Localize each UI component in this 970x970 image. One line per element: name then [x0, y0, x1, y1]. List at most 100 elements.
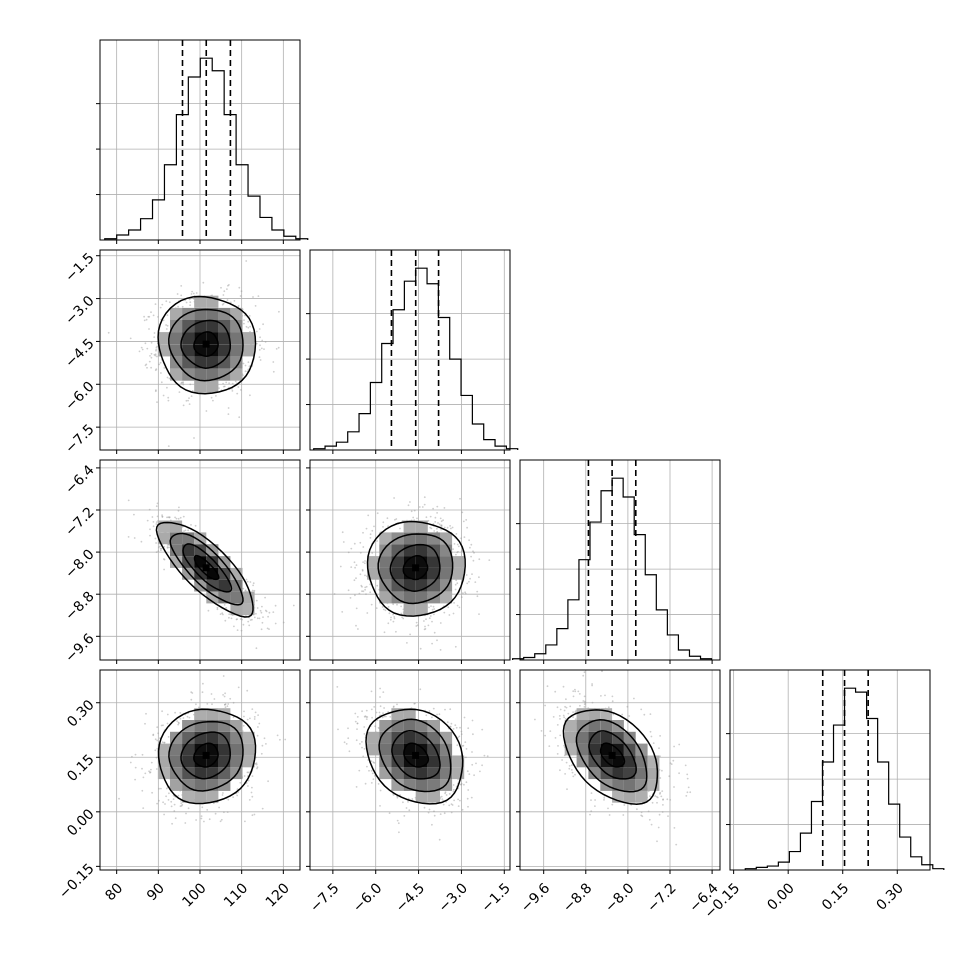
- sample-point: [393, 497, 395, 499]
- sample-point: [457, 605, 459, 607]
- sample-point: [149, 528, 151, 530]
- density-cell: [416, 779, 428, 791]
- sample-point: [473, 774, 475, 776]
- sample-point: [574, 689, 576, 691]
- sample-point: [161, 516, 163, 518]
- sample-point: [350, 597, 352, 599]
- sample-point: [167, 314, 169, 316]
- sample-point: [361, 710, 363, 712]
- sample-point: [573, 696, 575, 698]
- sample-point: [224, 696, 226, 698]
- sample-point: [168, 792, 170, 794]
- sample-point: [402, 618, 404, 620]
- sample-point: [257, 617, 259, 619]
- sample-point: [203, 821, 205, 823]
- sample-point: [233, 626, 235, 628]
- sample-point: [265, 341, 267, 343]
- sample-point: [357, 723, 359, 725]
- sample-point: [247, 772, 249, 774]
- sample-point: [160, 372, 162, 374]
- sample-point: [392, 603, 394, 605]
- sample-point: [176, 720, 178, 722]
- density-cell: [452, 556, 464, 568]
- density-cell: [624, 732, 636, 744]
- sample-point: [355, 577, 357, 579]
- sample-point: [201, 818, 203, 820]
- sample-point: [382, 712, 384, 714]
- sample-point: [187, 400, 189, 402]
- sample-point: [688, 787, 690, 789]
- sample-point: [162, 741, 164, 743]
- sample-point: [343, 541, 345, 543]
- sample-point: [268, 628, 270, 630]
- sample-point: [370, 537, 372, 539]
- sample-point: [354, 543, 356, 545]
- sample-point: [572, 776, 574, 778]
- sample-point: [233, 702, 235, 704]
- sample-point: [382, 717, 384, 719]
- sample-point: [424, 496, 426, 498]
- sample-point: [186, 400, 188, 402]
- sample-point: [466, 748, 468, 750]
- sample-point: [195, 703, 197, 705]
- sample-point: [259, 349, 261, 351]
- sample-point: [139, 351, 141, 353]
- sample-point: [368, 770, 370, 772]
- sample-point: [157, 503, 159, 505]
- sample-point: [425, 618, 427, 620]
- sample-point: [155, 542, 157, 544]
- sample-point: [348, 589, 350, 591]
- sample-point: [371, 552, 373, 554]
- sample-point: [150, 769, 152, 771]
- sample-point: [428, 607, 430, 609]
- sample-point: [256, 600, 258, 602]
- sample-point: [214, 698, 216, 700]
- sample-point: [264, 597, 266, 599]
- sample-point: [160, 550, 162, 552]
- sample-point: [170, 801, 172, 803]
- sample-point: [579, 705, 581, 707]
- sample-point: [157, 550, 159, 552]
- sample-point: [167, 325, 169, 327]
- sample-point: [236, 795, 238, 797]
- sample-point: [202, 691, 204, 693]
- sample-point: [460, 784, 462, 786]
- sample-point: [359, 743, 361, 745]
- sample-point: [356, 739, 358, 741]
- sample-point: [431, 824, 433, 826]
- sample-point: [160, 307, 162, 309]
- density-cell: [379, 720, 391, 732]
- sample-point: [359, 593, 361, 595]
- sample-point: [447, 721, 449, 723]
- sample-point: [659, 735, 661, 737]
- sample-point: [342, 531, 344, 533]
- sample-point: [461, 733, 463, 735]
- sample-point: [256, 768, 258, 770]
- sample-point: [462, 592, 464, 594]
- sample-point: [394, 519, 396, 521]
- sample-point: [348, 552, 350, 554]
- sample-point: [243, 363, 245, 365]
- sample-point: [275, 605, 277, 607]
- sample-point: [393, 621, 395, 623]
- sample-point: [161, 710, 163, 712]
- sample-point: [572, 690, 574, 692]
- sample-point: [145, 342, 147, 344]
- sample-point: [156, 401, 158, 403]
- sample-point: [436, 528, 438, 530]
- sample-point: [650, 713, 652, 715]
- density-cell: [170, 332, 182, 344]
- sample-point: [181, 804, 183, 806]
- sample-point: [262, 745, 264, 747]
- sample-point: [563, 715, 565, 717]
- sample-point: [453, 728, 455, 730]
- sample-point: [457, 544, 459, 546]
- sample-point: [154, 332, 156, 334]
- sample-point: [142, 754, 144, 756]
- sample-point: [382, 521, 384, 523]
- sample-point: [150, 311, 152, 313]
- sample-point: [590, 799, 592, 801]
- density-cell: [206, 381, 218, 393]
- sample-point: [284, 739, 286, 741]
- sample-point: [548, 745, 550, 747]
